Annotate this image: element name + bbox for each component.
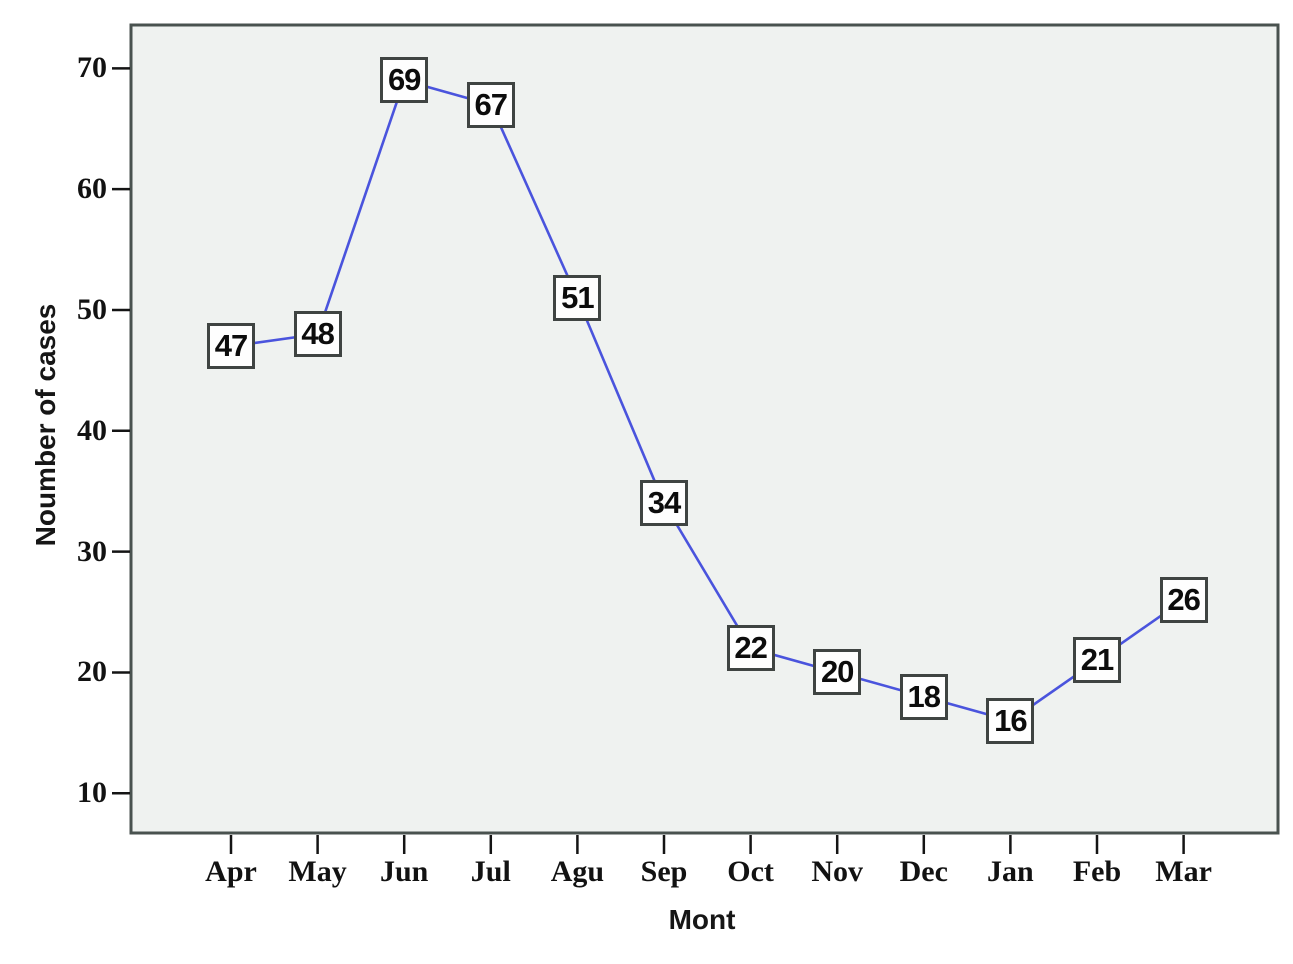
y-tick-label: 50: [77, 292, 107, 326]
data-point-label: 47: [207, 323, 255, 370]
data-point-label: 18: [899, 673, 948, 720]
x-tick-label: Apr: [205, 855, 257, 888]
x-tick-label: Oct: [727, 855, 774, 888]
data-point-label: 16: [986, 697, 1035, 744]
x-tick-label: Jul: [470, 855, 511, 888]
y-tick-label: 10: [77, 776, 107, 810]
y-tick-label: 70: [77, 51, 107, 85]
data-point-label: 21: [1073, 637, 1121, 684]
data-point-label: 22: [726, 625, 775, 672]
y-tick-label: 30: [77, 534, 107, 568]
x-tick-label: Jan: [987, 855, 1034, 888]
y-tick-label: 60: [77, 172, 107, 206]
data-point-label: 69: [380, 57, 429, 104]
x-tick-label: Feb: [1072, 855, 1122, 888]
x-tick-label: Sep: [640, 855, 688, 888]
data-point-label: 48: [293, 311, 342, 358]
data-point-label: 34: [640, 480, 688, 527]
x-tick-label: Jun: [380, 855, 429, 888]
data-point-label: 51: [553, 274, 602, 321]
x-axis-title: Mont: [668, 904, 736, 935]
data-point-label: 20: [813, 649, 862, 696]
y-tick-label: 40: [77, 413, 107, 447]
x-tick-label: Dec: [899, 855, 948, 888]
data-point-label: 26: [1159, 576, 1208, 623]
x-tick-label: Agu: [550, 855, 605, 888]
plot-area: [129, 23, 1280, 835]
data-point-label: 67: [466, 81, 515, 128]
x-tick-label: Mar: [1155, 855, 1212, 888]
y-tick-label: 20: [77, 655, 107, 689]
x-tick-label: Nov: [811, 855, 864, 888]
x-tick-label: May: [288, 855, 347, 888]
